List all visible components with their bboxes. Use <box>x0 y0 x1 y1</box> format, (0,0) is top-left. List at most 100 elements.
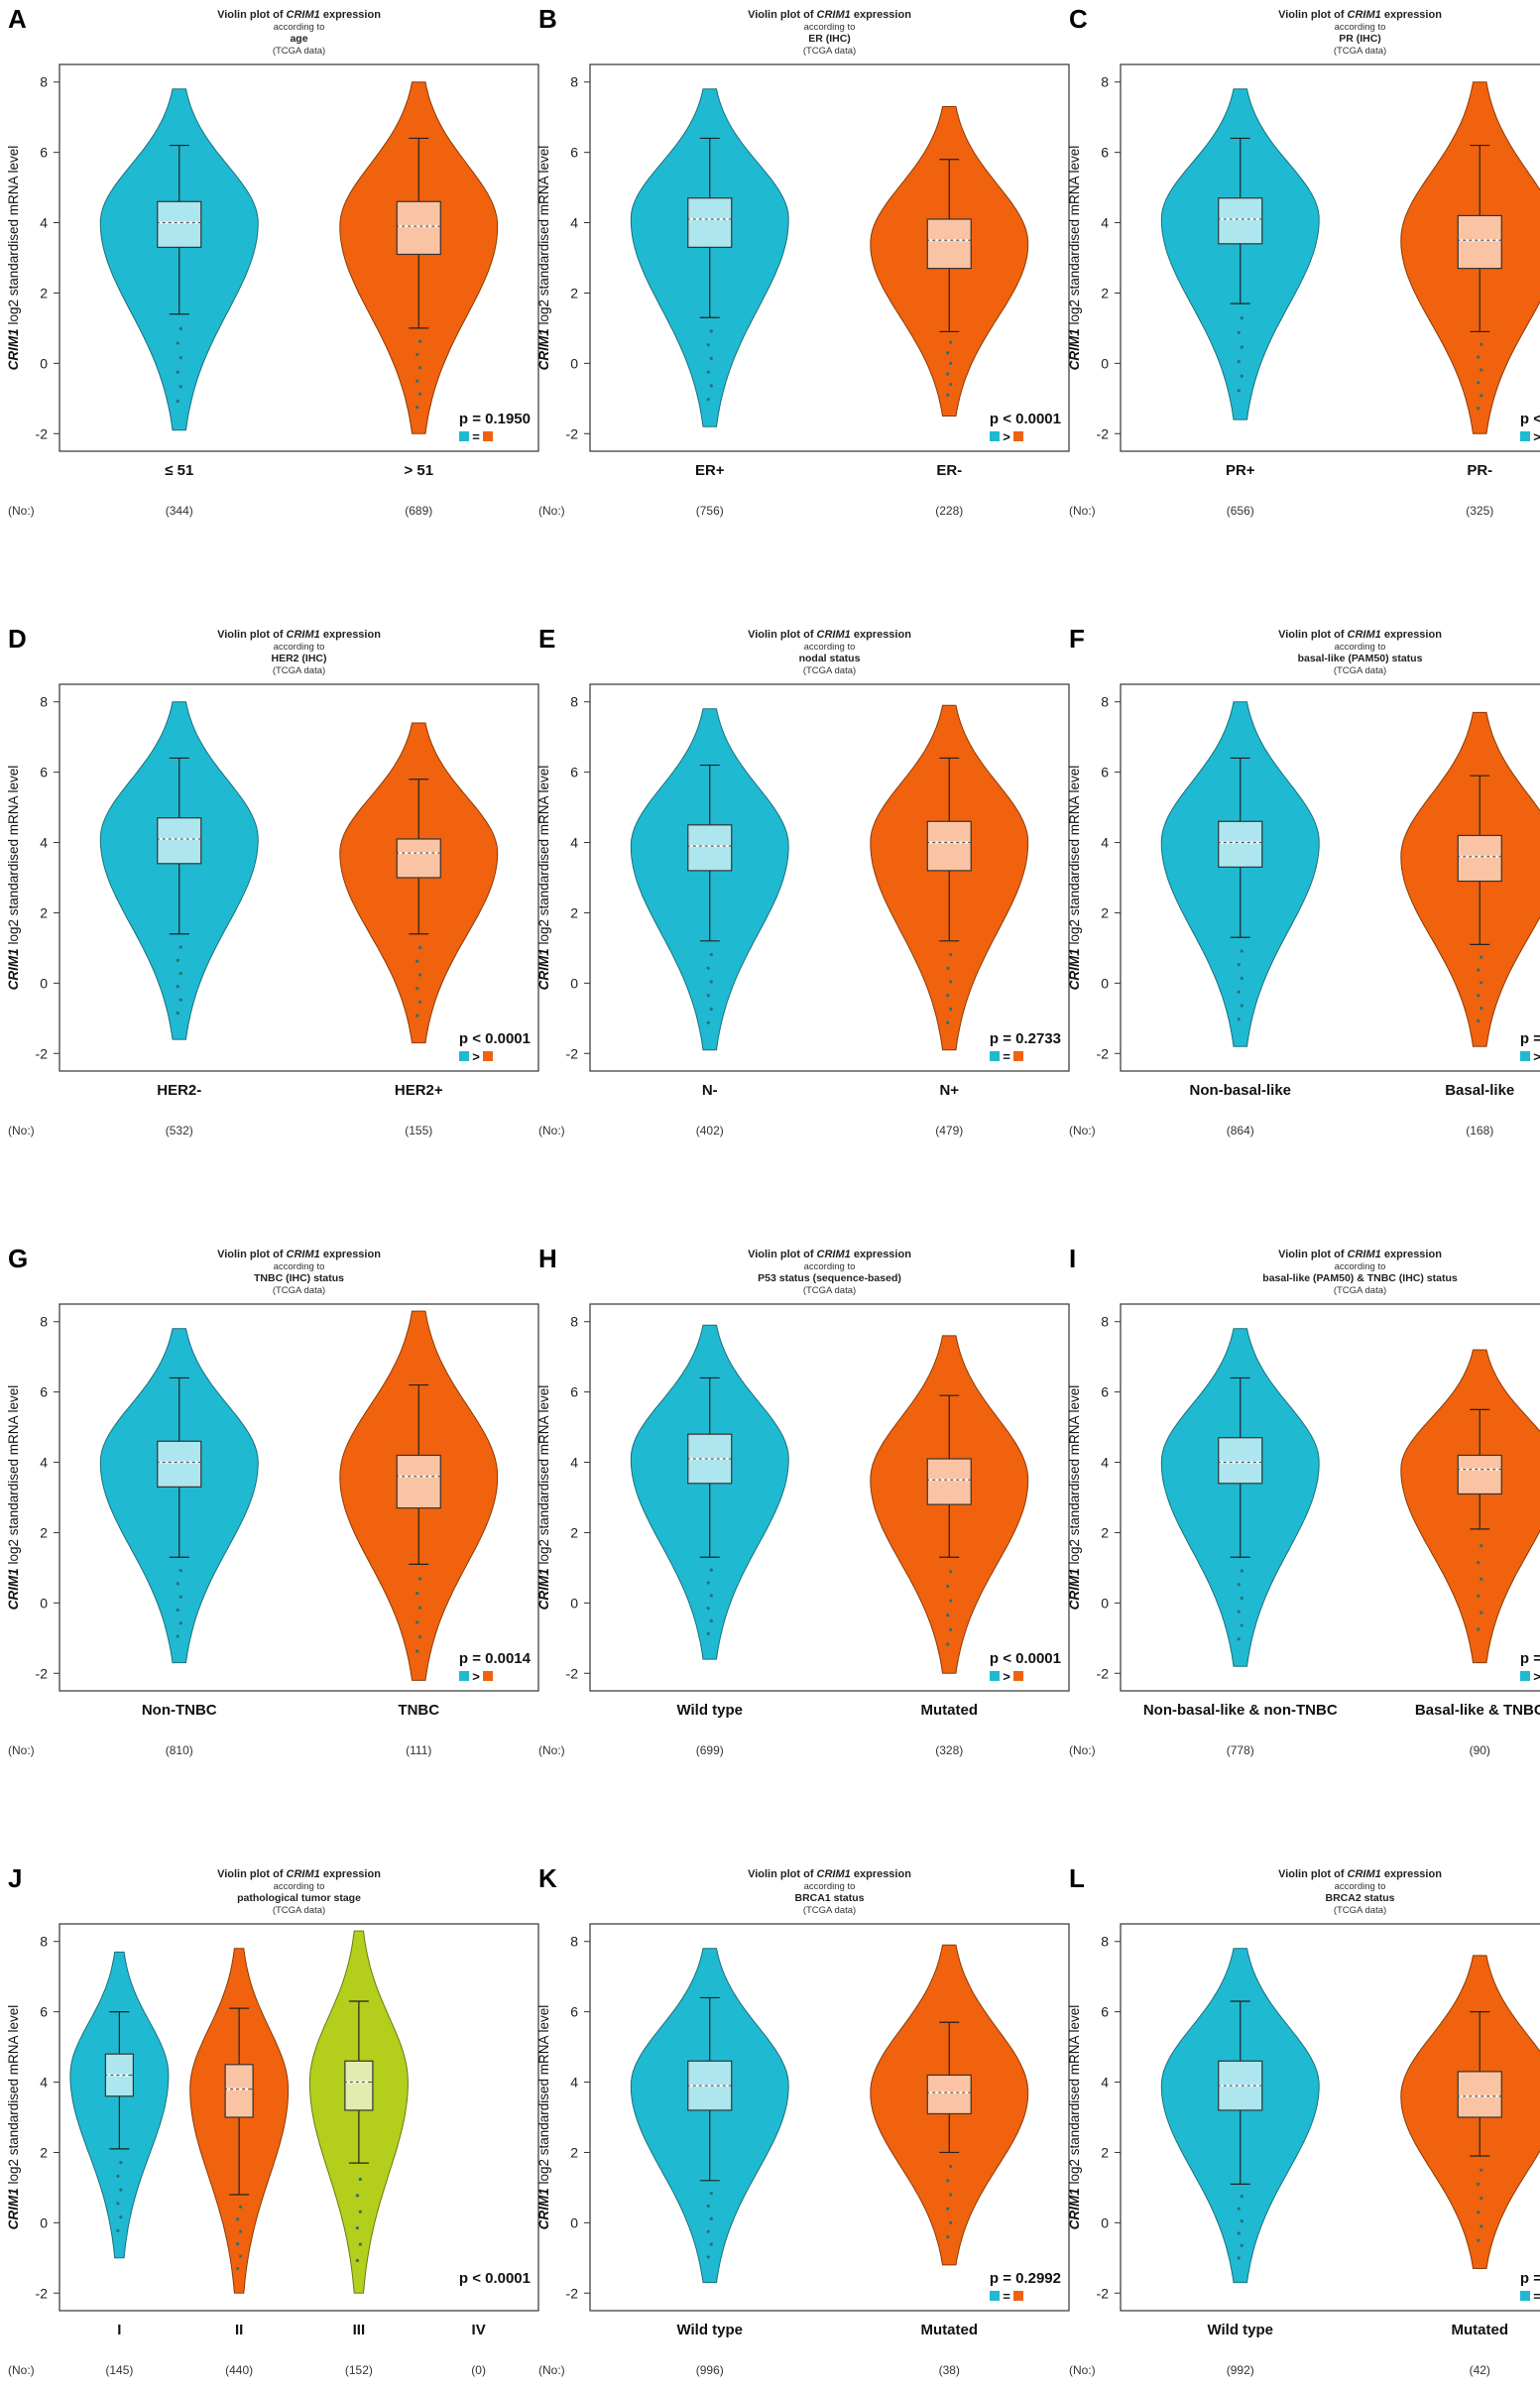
title-suffix: expression <box>851 1249 911 1260</box>
outlier-point <box>1480 1611 1483 1614</box>
y-axis-label-gene: CRIM1 <box>6 1568 21 1610</box>
title-variable: BRCA1 status <box>794 1892 864 1904</box>
category-count: (689) <box>405 504 432 518</box>
y-axis-label: CRIM1 log2 standardised mRNA level <box>6 2005 21 2230</box>
outlier-point <box>946 994 950 998</box>
outlier-point <box>709 1568 713 1572</box>
legend-square-cyan <box>459 1051 469 1061</box>
category-label: N+ <box>939 1082 959 1099</box>
chart-title: Violin plot of CRIM1 expression <box>1278 1868 1442 1880</box>
legend-square-cyan <box>990 2291 1000 2301</box>
panel-letter: F <box>1069 624 1085 654</box>
outlier-point <box>949 2193 953 2197</box>
outlier-point <box>1237 2256 1241 2260</box>
outlier-point <box>706 2229 710 2233</box>
count-row-label: (No:) <box>1069 2363 1096 2377</box>
outlier-point <box>1240 1623 1244 1627</box>
iqr-box <box>926 1458 972 1505</box>
y-axis-label-gene: CRIM1 <box>536 948 551 990</box>
outlier-point <box>178 1568 182 1573</box>
outlier-point <box>176 370 179 374</box>
iqr-box <box>1218 1437 1263 1485</box>
outlier-point <box>1237 1610 1241 1613</box>
outlier-point <box>946 966 950 970</box>
y-axis-label-gene: CRIM1 <box>1067 328 1082 370</box>
p-value: p = 0.2733 <box>990 1030 1061 1047</box>
y-tick-label: 0 <box>570 355 578 371</box>
chart-title: Violin plot of CRIM1 expression <box>748 1249 911 1260</box>
outlier-point <box>946 1613 950 1617</box>
outlier-point <box>178 998 182 1002</box>
panel-f: F Violin plot of CRIM1 expressionaccordin… <box>1067 624 1540 1137</box>
category-label: Non-TNBC <box>142 1702 217 1719</box>
violin-body <box>1400 1349 1540 1664</box>
plot-frame <box>1120 63 1540 452</box>
comparison-symbol: > <box>1003 1669 1010 1684</box>
outlier-point <box>176 1608 179 1613</box>
outlier-point <box>709 329 713 333</box>
outlier-point <box>1237 2207 1241 2211</box>
y-axis-label: CRIM1 log2 standardised mRNA level <box>6 766 21 991</box>
chart-title: Violin plot of CRIM1 expression <box>217 1249 381 1260</box>
comparison-symbol: > <box>1003 429 1010 444</box>
outlier-point <box>1237 1017 1241 1021</box>
category-label: IV <box>472 2322 486 2338</box>
y-axis-label-rest: log2 standardised mRNA level <box>536 2005 551 2189</box>
outlier-point <box>1240 374 1244 378</box>
y-tick-label: -2 <box>1097 1045 1110 1061</box>
category-count: (864) <box>1227 1124 1254 1137</box>
y-axis-label: CRIM1 log2 standardised mRNA level <box>6 1385 21 1611</box>
iqr-box <box>926 218 972 270</box>
panel-b: B Violin plot of CRIM1 expressionaccordin… <box>536 4 1070 518</box>
y-axis-label-gene: CRIM1 <box>6 948 21 990</box>
legend-square-orange <box>483 431 493 441</box>
title-prefix: Violin plot of <box>1278 629 1347 641</box>
outlier-point <box>709 2242 713 2246</box>
y-tick-label: 2 <box>1101 285 1109 300</box>
title-prefix: Violin plot of <box>217 9 286 21</box>
outlier-point <box>1240 2243 1244 2248</box>
category-count: (155) <box>405 1124 432 1137</box>
outlier-point <box>949 1627 953 1631</box>
outlier-point <box>706 2255 710 2259</box>
legend-square-cyan <box>990 431 1000 441</box>
legend-square-orange <box>1013 2291 1023 2301</box>
y-tick-label: 0 <box>40 1595 48 1611</box>
outlier-point <box>116 2228 120 2232</box>
outlier-point <box>949 2220 953 2224</box>
y-axis-label-rest: log2 standardised mRNA level <box>536 766 551 949</box>
y-tick-label: 8 <box>1101 1934 1109 1950</box>
violin-group <box>1400 81 1540 434</box>
outlier-point <box>239 2205 243 2210</box>
plot-frame <box>1120 1923 1540 2312</box>
chart-title: Violin plot of CRIM1 expression <box>748 9 911 21</box>
y-axis-label-gene: CRIM1 <box>6 328 21 370</box>
iqr-box <box>344 2060 374 2111</box>
violin-group <box>339 1310 499 1681</box>
outlier-point <box>709 952 713 957</box>
category-label: Basal-like & TNBC <box>1415 1702 1540 1719</box>
count-row-label: (No:) <box>538 1124 565 1137</box>
y-tick-label: 8 <box>40 1314 48 1330</box>
title-prefix: Violin plot of <box>217 1249 286 1260</box>
title-prefix: Violin plot of <box>1278 9 1347 21</box>
iqr-box <box>396 838 441 879</box>
title-suffix: expression <box>851 9 911 21</box>
outlier-point <box>415 379 419 383</box>
category-label: I <box>117 2322 121 2338</box>
category-label: Non-basal-like <box>1189 1082 1291 1099</box>
outlier-point <box>709 980 713 984</box>
outlier-point <box>709 356 713 361</box>
outlier-point <box>1477 406 1481 411</box>
title-gene: CRIM1 <box>287 1249 320 1260</box>
outlier-point <box>1480 1007 1483 1011</box>
outlier-point <box>358 2210 362 2213</box>
violin-group <box>99 701 259 1040</box>
y-axis-label: CRIM1 log2 standardised mRNA level <box>1067 1385 1082 1611</box>
y-tick-label: 2 <box>1101 2144 1109 2160</box>
panel-letter: E <box>538 624 555 654</box>
category-count: (152) <box>345 2363 373 2377</box>
title-suffix: expression <box>320 1868 381 1880</box>
title-variable: TNBC (IHC) status <box>254 1272 344 1284</box>
y-tick-label: 0 <box>570 2214 578 2230</box>
